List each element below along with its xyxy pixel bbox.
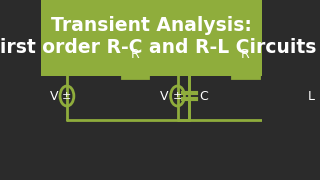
Text: L: L [308,89,315,102]
Circle shape [171,86,184,106]
Text: R: R [241,48,250,61]
Text: First order R-C and R-L Circuits: First order R-C and R-L Circuits [0,37,316,57]
Circle shape [60,86,74,106]
Text: V: V [160,89,169,102]
Text: ±: ± [173,91,182,101]
Text: R: R [131,48,140,61]
Text: Transient Analysis:: Transient Analysis: [51,15,252,35]
FancyBboxPatch shape [232,66,259,78]
FancyBboxPatch shape [41,0,262,76]
FancyBboxPatch shape [296,83,304,109]
Text: C: C [199,89,208,102]
FancyBboxPatch shape [122,66,148,78]
Text: V: V [50,89,58,102]
Text: ±: ± [62,91,72,101]
